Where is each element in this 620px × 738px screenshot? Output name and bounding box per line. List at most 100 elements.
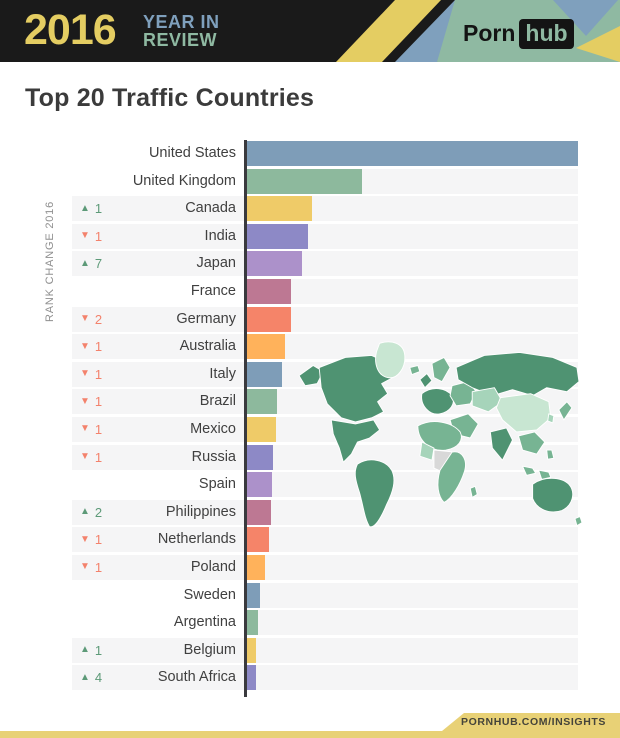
year-text: 2016 — [24, 6, 117, 54]
footer-link-text: PORNHUB.COM/INSIGHTS — [460, 716, 606, 728]
map-greenland — [375, 341, 406, 379]
pornhub-logo: Porn hub — [463, 19, 574, 49]
map-uk — [419, 373, 433, 389]
world-map — [298, 341, 583, 528]
bar-track — [245, 278, 578, 304]
bar-track — [245, 306, 578, 332]
rank-change-value: 1 — [94, 201, 103, 217]
bar-track — [245, 251, 578, 277]
bar-track — [245, 472, 578, 498]
map-south-america — [354, 459, 395, 528]
bar-track — [245, 223, 578, 249]
rank-up-icon: ▲ — [80, 257, 90, 269]
logo-hub-badge: hub — [519, 19, 574, 49]
logo-porn-text: Porn — [463, 20, 516, 46]
rank-change-indicator: ▼ 1 — [80, 417, 102, 442]
chart-row: ▼ 2 Germany — [72, 306, 578, 332]
rank-up-icon: ▲ — [80, 644, 90, 656]
traffic-bar — [245, 168, 362, 194]
map-indonesia-1 — [522, 465, 537, 476]
rank-change-value: 4 — [94, 670, 103, 686]
rank-change-indicator: ▼ 1 — [80, 555, 102, 580]
row-label-zone: ▼ 1 Netherlands — [72, 527, 245, 553]
rank-change-value: 1 — [94, 339, 103, 355]
chart-row: ▲ 1 Canada — [72, 196, 578, 222]
bar-track — [245, 665, 578, 691]
footer-insights-link[interactable]: PORNHUB.COM/INSIGHTS — [442, 713, 620, 731]
chart-row: United Kingdom — [72, 168, 578, 194]
map-india — [489, 427, 513, 461]
map-us-mexico — [330, 419, 381, 463]
rank-down-icon: ▼ — [80, 423, 90, 435]
map-russia — [455, 351, 580, 397]
rank-change-value: 1 — [94, 532, 103, 548]
row-label-zone: United Kingdom — [72, 169, 245, 194]
rank-down-icon: ▼ — [80, 230, 90, 242]
row-label-zone: ▼ 1 Italy — [72, 361, 245, 387]
row-label-zone: France — [72, 279, 245, 304]
traffic-bar — [245, 334, 285, 360]
country-label: Poland — [190, 558, 236, 575]
row-label-zone: ▲ 2 Philippines — [72, 499, 245, 525]
country-label: France — [190, 282, 236, 299]
map-madagascar — [469, 485, 478, 498]
country-label: Japan — [196, 255, 236, 272]
country-label: United States — [148, 145, 236, 161]
rank-change-indicator: ▲ 1 — [80, 638, 102, 663]
row-label-zone: ▲ 4 South Africa — [72, 665, 245, 691]
traffic-bar — [245, 444, 273, 470]
country-label: Russia — [191, 448, 236, 465]
chart-row: ▼ 1 Netherlands — [72, 527, 578, 553]
country-label: India — [204, 227, 236, 244]
tagline: YEAR IN REVIEW — [143, 13, 220, 49]
traffic-bar — [245, 196, 312, 222]
rank-up-icon: ▲ — [80, 506, 90, 518]
traffic-bar — [245, 389, 277, 415]
rank-change-indicator: ▼ 1 — [80, 224, 102, 249]
map-china — [495, 393, 552, 433]
chart-row: ▲ 1 Belgium — [72, 637, 578, 663]
header-banner: 2016 YEAR IN REVIEW Porn hub — [0, 0, 620, 62]
rank-down-icon: ▼ — [80, 368, 90, 380]
rank-change-indicator: ▲ 4 — [80, 665, 102, 690]
bar-track — [245, 527, 578, 553]
rank-down-icon: ▼ — [80, 533, 90, 545]
bar-track — [245, 582, 578, 608]
rank-change-indicator: ▼ 1 — [80, 389, 102, 414]
row-label-zone: ▼ 1 Poland — [72, 554, 245, 580]
traffic-bar — [245, 278, 292, 304]
bar-track — [245, 499, 578, 525]
traffic-bar — [245, 527, 269, 553]
map-japan — [558, 401, 573, 421]
rank-change-axis-label: RANK CHANGE 2016 — [44, 200, 56, 322]
traffic-bar — [245, 223, 309, 249]
map-australia — [532, 477, 574, 513]
row-label-zone: ▲ 7 Japan — [72, 251, 245, 277]
rank-change-indicator: ▲ 7 — [80, 251, 102, 276]
rank-down-icon: ▼ — [80, 451, 90, 463]
traffic-bar — [245, 610, 258, 636]
chart-row: Sweden — [72, 582, 578, 608]
row-label-zone: ▼ 1 Brazil — [72, 389, 245, 415]
rank-change-indicator: ▼ 1 — [80, 362, 102, 387]
bar-track — [245, 141, 578, 166]
chart-row: Argentina — [72, 610, 578, 636]
chart-rows: United States United Kingdom ▲ 1 Canada ▼ 1 Ind… — [72, 141, 578, 691]
chart-row: France — [72, 278, 578, 304]
row-label-zone: ▼ 1 Russia — [72, 444, 245, 470]
chart-axis-line — [244, 140, 247, 697]
traffic-bar — [245, 416, 276, 442]
country-label: Sweden — [183, 586, 236, 603]
chart-row: ▼ 1 Poland — [72, 554, 578, 580]
chart-row: ▼ 1 India — [72, 223, 578, 249]
country-label: Brazil — [199, 393, 236, 410]
traffic-bar — [245, 665, 256, 691]
rank-change-value: 2 — [94, 311, 103, 327]
rank-up-icon: ▲ — [80, 671, 90, 683]
country-label: Spain — [198, 476, 236, 493]
chart-row: ▲ 4 South Africa — [72, 665, 578, 691]
row-label-zone: ▼ 1 India — [72, 223, 245, 249]
row-label-zone: Argentina — [72, 610, 245, 635]
tagline-line1: YEAR IN — [143, 12, 220, 32]
country-label: United Kingdom — [132, 172, 236, 189]
